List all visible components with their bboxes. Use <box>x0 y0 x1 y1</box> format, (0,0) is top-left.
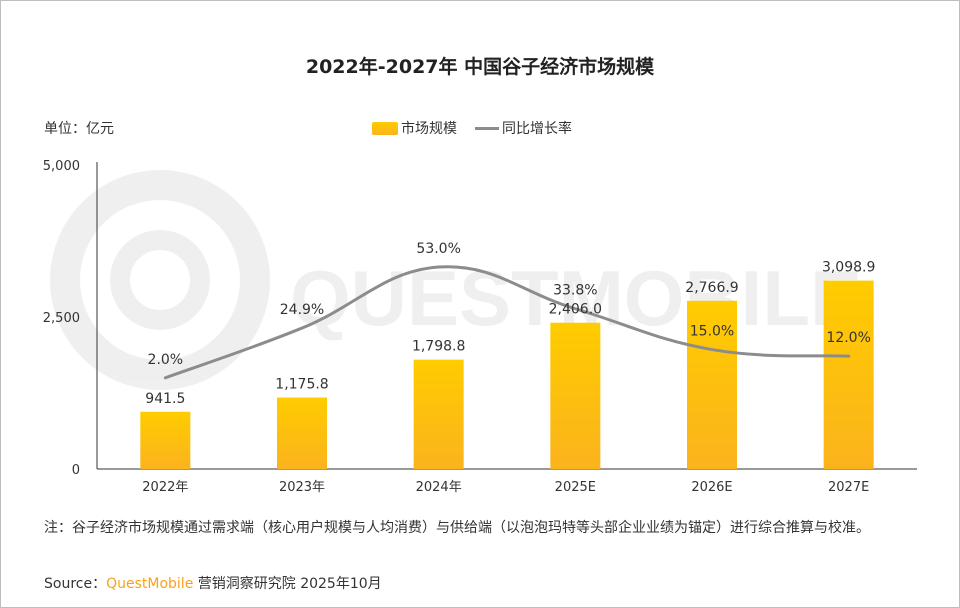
source-brand: QuestMobile <box>106 576 194 592</box>
bar <box>413 359 464 469</box>
unit-label: 单位：亿元 <box>44 121 114 137</box>
line-data-label: 2.0% <box>148 352 184 368</box>
bar-data-label: 2,766.9 <box>685 280 738 296</box>
y-tick-label: 2,500 <box>43 311 80 326</box>
bar-data-label: 941.5 <box>145 391 185 407</box>
line-data-label: 15.0% <box>690 324 734 340</box>
legend-bar-swatch <box>372 121 398 135</box>
bar <box>550 322 601 469</box>
y-tick-label: 5,000 <box>43 159 80 174</box>
bar-data-label: 2,406.0 <box>549 302 602 318</box>
bar-data-label: 1,175.8 <box>275 377 328 393</box>
source-line: Source：QuestMobile 营销洞察研究院 2025年10月 <box>44 573 382 593</box>
legend-line-label: 同比增长率 <box>502 121 572 137</box>
source-suffix: 营销洞察研究院 2025年10月 <box>193 576 382 592</box>
line-data-label: 12.0% <box>826 330 870 346</box>
bar <box>687 300 737 469</box>
chart-title: 2022年-2027年 中国谷子经济市场规模 <box>305 56 655 78</box>
legend-bar-label: 市场规模 <box>401 121 457 137</box>
footnote: 注：谷子经济市场规模通过需求端（核心用户规模与人均消费）与供给端（以泡泡玛特等头… <box>44 520 870 536</box>
legend: 市场规模 同比增长率 <box>372 118 572 138</box>
line-data-label: 33.8% <box>553 283 597 299</box>
growth-rate-line <box>163 265 851 380</box>
x-tick-label: 2022年 <box>142 480 188 495</box>
watermark: QUESTMOBILE <box>50 170 862 390</box>
bar <box>140 411 191 469</box>
legend-line-swatch <box>475 126 499 130</box>
bar-data-label: 3,098.9 <box>822 260 875 276</box>
bar-data-label: 1,798.8 <box>412 339 465 355</box>
line-data-label: 53.0% <box>416 241 460 257</box>
line-data-label: 24.9% <box>280 302 324 318</box>
bar <box>277 397 327 469</box>
x-tick-label: 2024年 <box>416 480 462 495</box>
x-tick-label: 2023年 <box>279 480 325 495</box>
bar <box>823 280 874 469</box>
y-tick-label: 0 <box>72 463 80 478</box>
x-tick-label: 2025E <box>555 480 596 495</box>
x-tick-label: 2026E <box>691 480 732 495</box>
x-tick-label: 2027E <box>828 480 869 495</box>
source-prefix: Source： <box>44 576 107 592</box>
